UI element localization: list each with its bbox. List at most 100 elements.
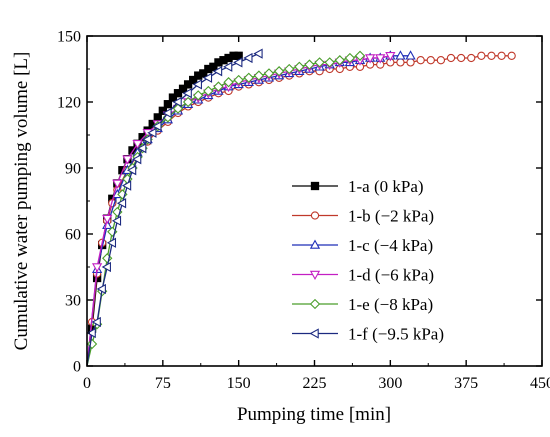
data-point <box>243 72 254 83</box>
data-point <box>223 61 233 72</box>
series-line <box>87 55 512 366</box>
legend-label: 1-f (−9.5 kPa) <box>348 325 444 344</box>
data-point <box>132 154 142 165</box>
legend-marker <box>309 328 319 339</box>
data-point <box>112 179 123 189</box>
data-point <box>324 57 335 68</box>
series-6 <box>87 48 263 366</box>
data-point <box>132 140 143 150</box>
data-point <box>507 51 516 60</box>
y-tick-label: 0 <box>73 359 81 376</box>
data-point <box>243 52 253 64</box>
legend-marker <box>309 239 321 249</box>
legend-item: 1-f (−9.5 kPa) <box>292 325 444 344</box>
legend-item: 1-d (−6 kPa) <box>292 266 434 285</box>
data-point <box>178 84 188 93</box>
series-line <box>87 55 361 366</box>
data-point <box>364 54 376 64</box>
data-point <box>91 263 103 273</box>
data-point <box>334 55 345 66</box>
data-point <box>147 127 157 138</box>
data-point <box>193 90 204 101</box>
x-tick-label: 150 <box>227 375 251 392</box>
data-point <box>87 327 96 339</box>
y-tick-label: 60 <box>65 227 81 244</box>
y-axis-title: Cumulative water pumping volume [L] <box>11 52 32 351</box>
series-2 <box>87 51 516 366</box>
legend-label: 1-c (−4 kPa) <box>348 236 433 255</box>
data-point <box>233 74 244 86</box>
x-tick-label: 0 <box>83 375 91 392</box>
data-point <box>406 58 415 67</box>
legend: 1-a (0 kPa) 1-b (−2 kPa) 1-c (−4 kPa) 1-d (… <box>292 177 444 344</box>
legend-marker <box>310 211 320 220</box>
legend-label: 1-d (−6 kPa) <box>348 266 434 285</box>
data-point <box>172 96 182 108</box>
data-point <box>162 107 172 119</box>
data-point <box>213 81 224 92</box>
data-point <box>314 57 325 68</box>
data-point <box>87 338 98 350</box>
x-axis-title: Pumping time [min] <box>237 404 391 425</box>
data-point <box>395 50 406 60</box>
data-point <box>199 69 208 78</box>
data-point <box>91 316 101 328</box>
data-point <box>192 79 202 90</box>
data-point <box>152 121 162 132</box>
data-point <box>253 70 265 81</box>
data-point <box>436 56 446 65</box>
data-point <box>189 75 198 85</box>
data-point <box>273 66 285 77</box>
y-tick-label: 90 <box>65 161 81 178</box>
series-line <box>87 55 391 366</box>
data-point <box>173 89 183 98</box>
data-point <box>203 85 214 97</box>
series-5 <box>87 50 366 366</box>
data-point <box>111 215 122 226</box>
data-point <box>202 72 213 83</box>
data-point <box>456 53 466 63</box>
x-tick-label: 225 <box>303 375 327 392</box>
legend-label: 1-e (−8 kPa) <box>348 295 433 314</box>
data-point <box>182 88 192 99</box>
data-point <box>497 51 506 60</box>
data-point <box>209 62 218 71</box>
data-point <box>102 253 113 264</box>
data-point <box>294 61 305 72</box>
data-point <box>446 53 456 63</box>
data-point <box>106 237 117 248</box>
legend-marker <box>309 270 321 281</box>
data-point <box>375 54 386 64</box>
legend-marker <box>309 298 321 310</box>
data-point <box>126 165 137 176</box>
data-point <box>121 180 132 191</box>
legend-marker <box>310 181 320 191</box>
data-point <box>477 51 486 60</box>
y-tick-label: 120 <box>57 95 81 112</box>
data-point <box>223 77 234 88</box>
data-point <box>142 134 152 145</box>
legend-item: 1-a (0 kPa) <box>292 177 424 196</box>
data-point <box>102 214 113 225</box>
data-point <box>182 96 194 108</box>
data-point <box>233 57 243 68</box>
data-point <box>122 155 133 165</box>
data-point <box>416 56 425 65</box>
data-point <box>426 56 435 65</box>
data-point <box>304 59 315 70</box>
x-tick-label: 375 <box>454 375 478 392</box>
x-tick-label: 300 <box>378 375 402 392</box>
legend-item: 1-c (−4 kPa) <box>292 236 433 255</box>
data-point <box>163 100 173 109</box>
data-point <box>168 93 178 102</box>
data-point <box>101 261 111 273</box>
legend-item: 1-b (−2 kPa) <box>292 207 434 226</box>
plot-frame <box>86 35 543 367</box>
series-layer <box>87 48 516 366</box>
data-point <box>172 103 184 114</box>
legend-label: 1-b (−2 kPa) <box>348 207 434 226</box>
data-point <box>467 53 476 63</box>
data-point <box>116 198 127 209</box>
y-tick-label: 150 <box>57 29 81 46</box>
data-point <box>344 52 356 64</box>
